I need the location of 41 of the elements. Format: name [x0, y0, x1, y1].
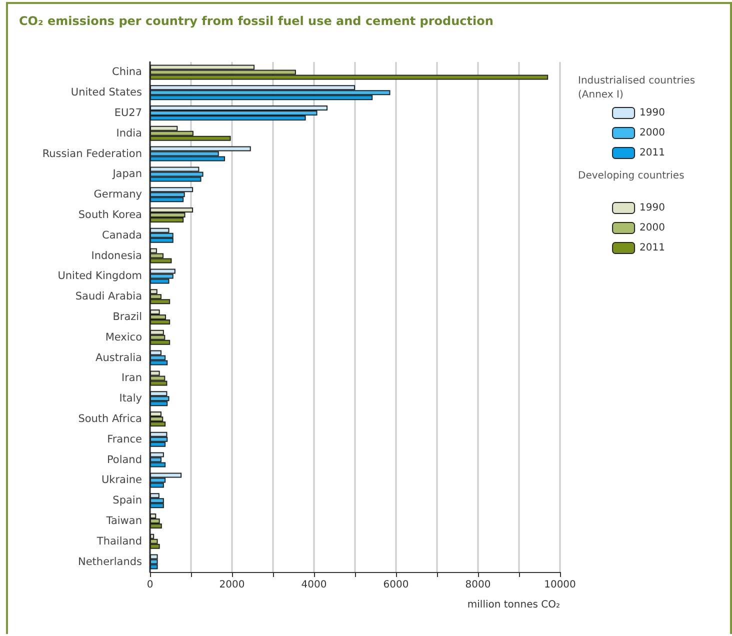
- legend-label: 2000: [640, 128, 666, 138]
- y-tick-label: Australia: [96, 352, 142, 364]
- text: Developing countries: [578, 170, 684, 182]
- y-tick-label: Saudi Arabia: [75, 290, 142, 303]
- y-tick-label: Netherlands: [78, 556, 142, 568]
- x-tick-label: 2000: [219, 580, 245, 590]
- x-tick-label: 0: [146, 580, 154, 590]
- y-tick-label: Italy: [119, 392, 142, 405]
- x-axis-title: million tonnes CO₂: [467, 600, 560, 610]
- y-tick-label: Indonesia: [91, 250, 142, 262]
- legend-label: 1990: [640, 202, 666, 214]
- y-tick-label: Brazil: [112, 311, 142, 323]
- y-tick-label: Poland: [106, 454, 142, 466]
- y-tick-label: China: [112, 66, 142, 78]
- y-tick-label: South Africa: [78, 413, 142, 425]
- y-tick-label: Iran: [121, 372, 142, 384]
- y-tick-label: Taiwan: [105, 515, 142, 527]
- y-tick-label: Japan: [112, 168, 142, 180]
- chart-title: CO₂ emissions per country from fossil fuel use and cement production: [19, 14, 494, 28]
- y-tick-label: Thailand: [96, 535, 142, 548]
- y-tick-label: Germany: [94, 188, 142, 201]
- y-tick-label: United States: [70, 86, 142, 99]
- y-tick-label: Mexico: [105, 331, 142, 344]
- y-tick-label: Russian Federation: [42, 148, 142, 160]
- y-tick-label: France: [107, 433, 142, 446]
- legend-label: 2000: [640, 222, 666, 234]
- y-tick-label: Spain: [112, 494, 142, 507]
- y-tick-label: Canada: [102, 229, 142, 242]
- y-tick-label: EU27: [114, 107, 142, 119]
- y-tick-label: South Korea: [78, 209, 142, 221]
- legend-label: 2011: [640, 148, 666, 158]
- x-tick-label: 4000: [301, 580, 327, 590]
- text: Industrialised countries (Annex I): [578, 76, 698, 100]
- x-tick-label: 8000: [465, 580, 491, 590]
- y-tick-label: Ukraine: [101, 474, 142, 486]
- x-tick-label: 10000: [544, 580, 576, 590]
- y-tick-label: India: [116, 127, 142, 140]
- y-tick-label: United Kingdom: [58, 270, 142, 282]
- x-tick-label: 6000: [383, 580, 409, 590]
- legend-label: 1990: [640, 108, 666, 118]
- legend-label: 2011: [640, 242, 666, 254]
